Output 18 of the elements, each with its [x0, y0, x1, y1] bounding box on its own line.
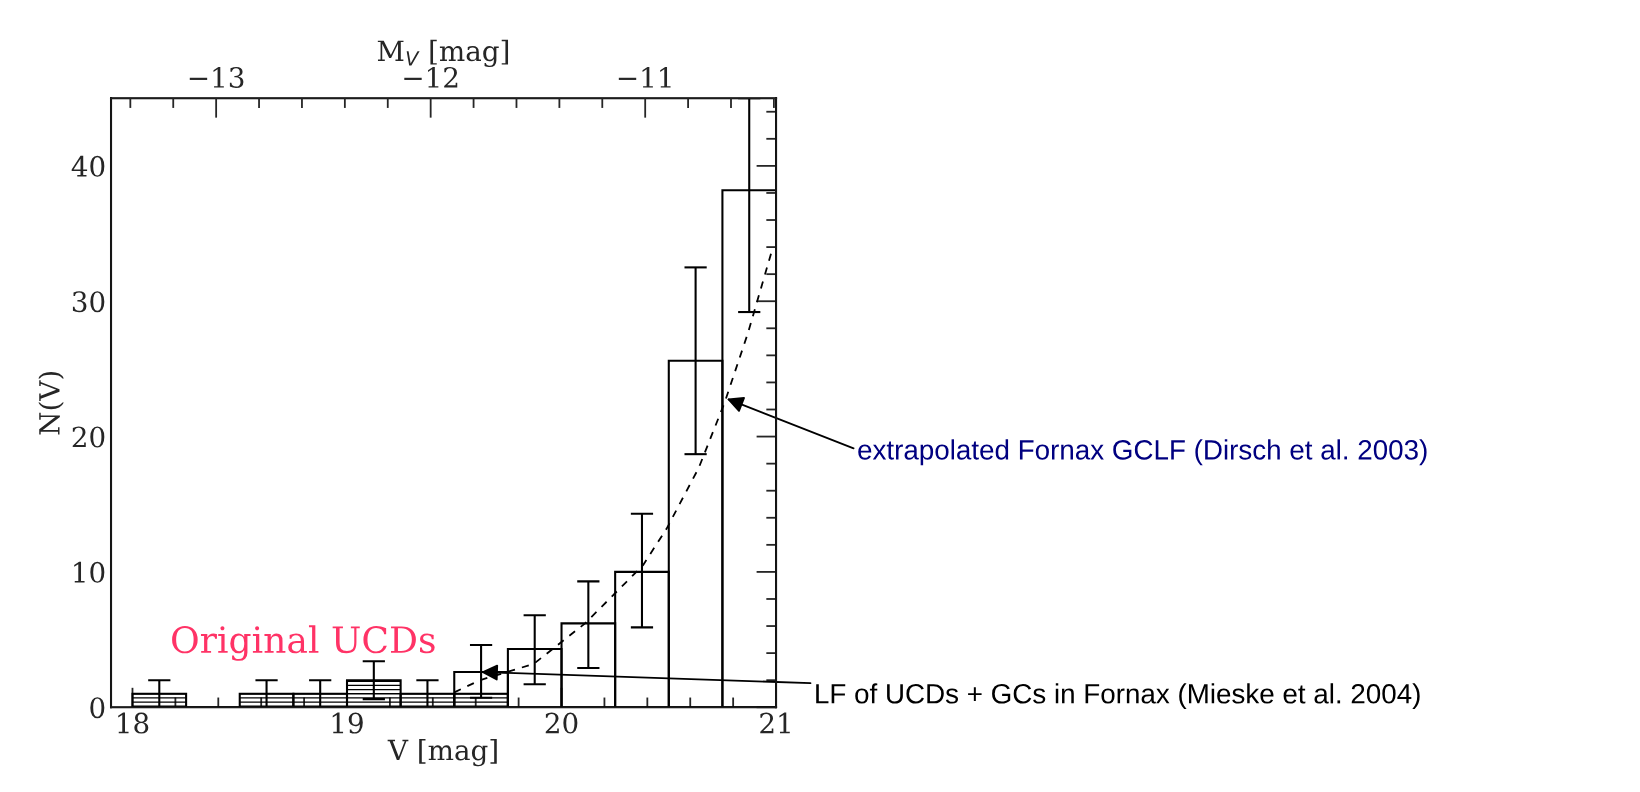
y-axis-title: N(V): [38, 371, 64, 435]
annotation: LF of UCDs + GCs in Fornax (Mieske et al. 2004): [816, 683, 1420, 710]
x-tick-label: 20: [545, 712, 578, 734]
y-tick-label: 10: [74, 561, 105, 583]
y-tick-label: 20: [72, 426, 105, 448]
x2-axis-title: M$_{V}$ [mag]: [377, 39, 509, 68]
x2-tick-label: −12: [404, 66, 458, 88]
x2-tick-label: −13: [189, 66, 244, 88]
x-tick-label: 19: [332, 712, 363, 734]
x2-tick-label: −11: [618, 66, 671, 88]
y-tick-label: 0: [90, 697, 105, 719]
x-tick-label: 18: [118, 712, 149, 734]
y-tick-label: 30: [72, 291, 105, 313]
y-tick-label: 40: [71, 155, 105, 177]
x-axis-title: V [mag]: [387, 739, 497, 767]
annotation: Original UCDs: [172, 625, 435, 661]
annotation: extrapolated Fornax GCLF (Dirsch et al. 2003): [858, 439, 1427, 466]
x-tick-label: 21: [760, 712, 790, 734]
